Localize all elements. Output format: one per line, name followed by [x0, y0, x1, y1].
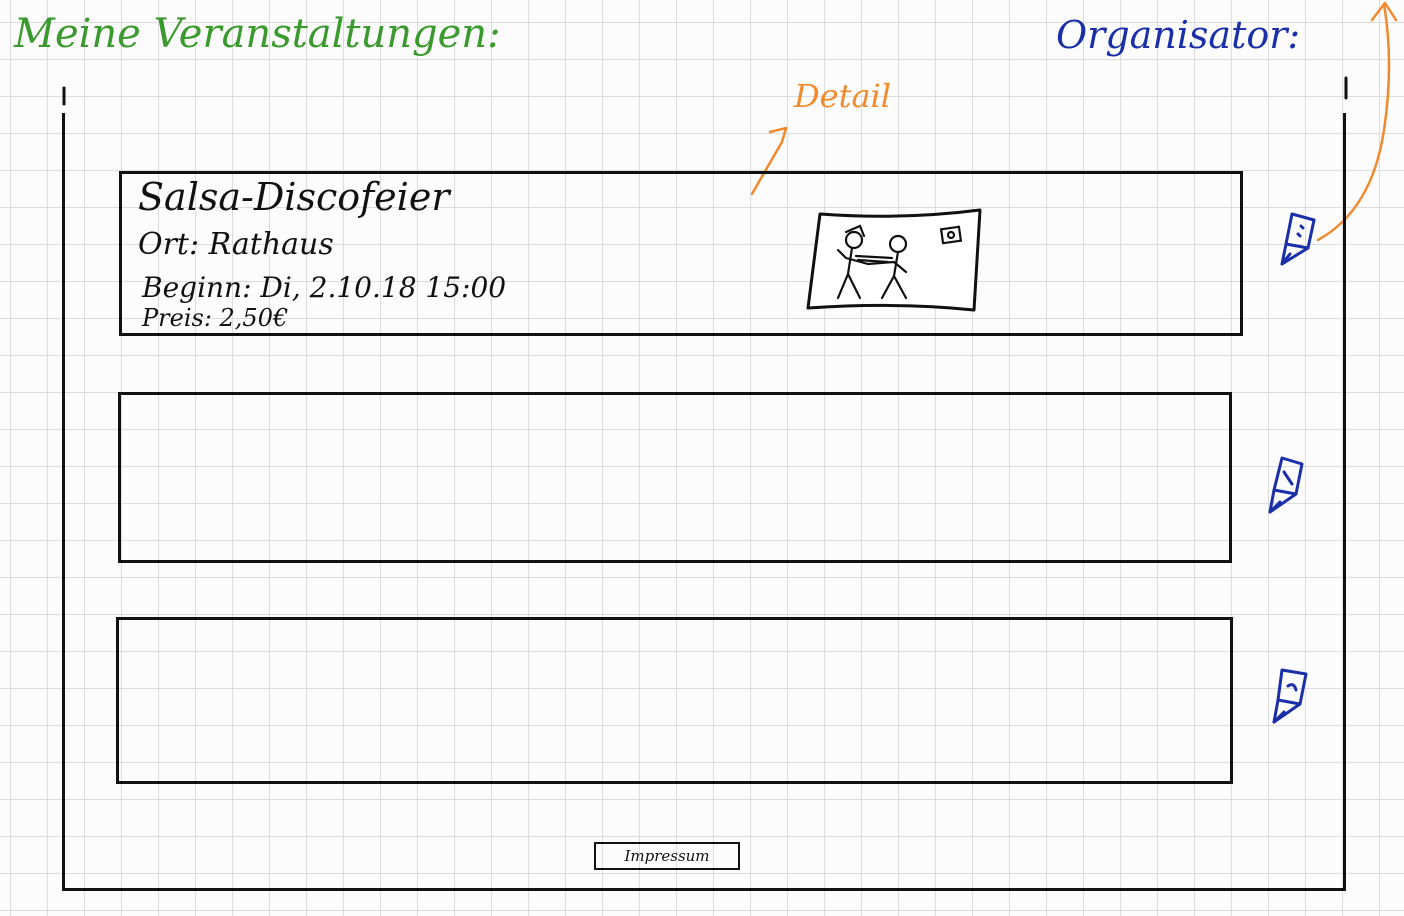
event-start: Beginn: Di, 2.10.18 15:00 — [142, 271, 507, 304]
pencil-icon[interactable] — [1274, 208, 1320, 272]
event-title: Salsa-Discofeier — [138, 175, 450, 219]
device-frame — [62, 113, 1346, 891]
event-card[interactable] — [118, 392, 1232, 563]
event-price: Preis: 2,50€ — [142, 304, 289, 332]
pencil-icon[interactable] — [1266, 664, 1312, 728]
event-card[interactable] — [116, 617, 1233, 784]
event-card[interactable]: Salsa-Discofeier Ort: Rathaus Beginn: Di… — [119, 171, 1243, 336]
event-location: Ort: Rathaus — [138, 227, 334, 262]
detail-annotation: Detail — [794, 77, 891, 115]
imprint-link[interactable]: Impressum — [594, 842, 740, 870]
page-title: Meine Veranstaltungen: — [14, 11, 501, 57]
role-label: Organisator: — [1056, 13, 1301, 57]
event-image-sketch — [806, 208, 982, 312]
pencil-icon[interactable] — [1262, 454, 1308, 518]
